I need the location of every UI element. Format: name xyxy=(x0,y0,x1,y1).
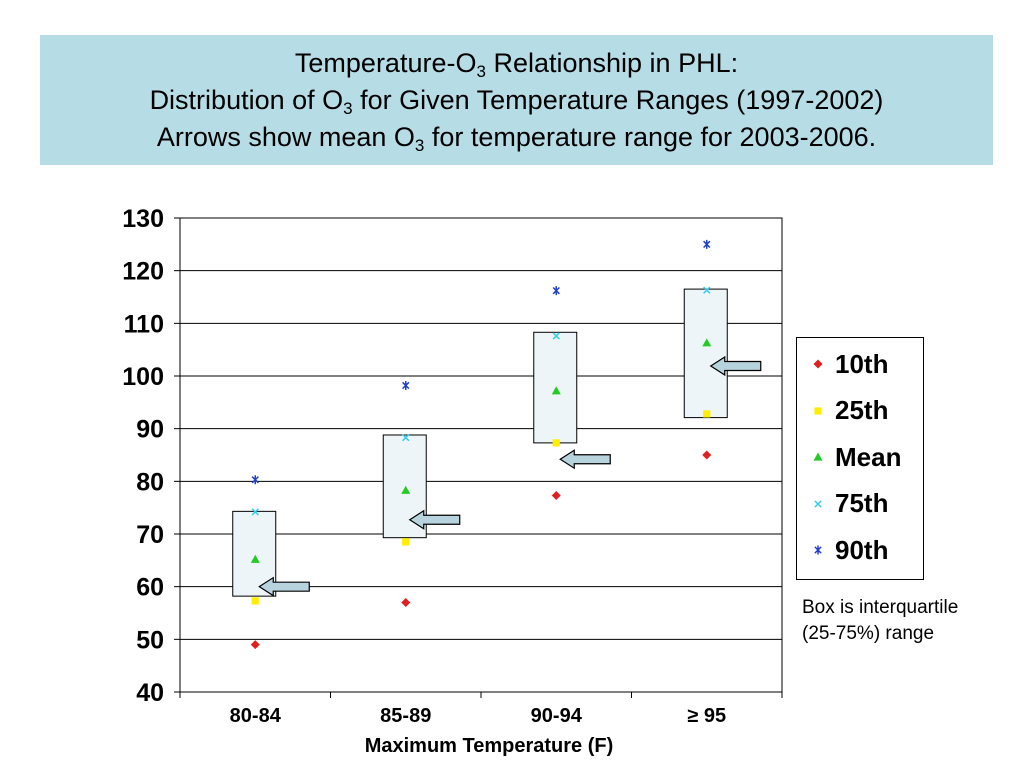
plot-area xyxy=(179,217,783,693)
legend-marker-mean xyxy=(813,452,823,461)
point-90th xyxy=(703,239,711,249)
point-10th xyxy=(250,640,260,650)
legend-item-mean: Mean xyxy=(797,437,901,477)
y-tick-label: 120 xyxy=(122,258,164,286)
title-line-2-pre: Distribution of O xyxy=(149,84,344,115)
title-line-3-post: for temperature range for 2003-2006. xyxy=(424,121,877,152)
legend-item-25th: 25th xyxy=(797,391,888,431)
point-10th xyxy=(401,597,411,607)
legend-item-10th: 10th xyxy=(797,344,888,384)
x-axis-title: Maximum Temperature (F) xyxy=(365,735,614,757)
y-tick-label: 100 xyxy=(122,363,164,391)
point-25th xyxy=(703,410,711,418)
point-mean xyxy=(551,386,561,395)
title-line-1: Temperature-O3 Relationship in PHL: xyxy=(295,45,738,82)
title-line-3-sub: 3 xyxy=(414,135,425,155)
y-tick-label: 90 xyxy=(136,416,164,444)
title-box: Temperature-O3 Relationship in PHL: Dist… xyxy=(40,35,993,165)
legend-marker-shape xyxy=(813,452,823,461)
point-75th xyxy=(251,508,259,516)
mean-arrow-2003-2006 xyxy=(559,449,611,470)
point-mean xyxy=(702,338,712,347)
title-line-1-pre: Temperature-O xyxy=(294,47,477,78)
title-line-2-post: for Given Temperature Ranges (1997-2002) xyxy=(352,84,884,115)
y-tick-label: 70 xyxy=(136,521,164,549)
point-25th xyxy=(251,597,259,605)
y-tick-label: 40 xyxy=(136,679,164,707)
legend-marker-shape xyxy=(814,499,822,508)
title-line-3-pre: Arrows show mean O xyxy=(156,121,415,152)
mean-arrow-2003-2006 xyxy=(408,509,461,530)
point-75th xyxy=(703,286,711,294)
legend-label: 75th xyxy=(835,488,889,518)
y-tick-label: 80 xyxy=(136,468,164,496)
legend-label: 90th xyxy=(835,534,889,565)
point-25th xyxy=(402,538,410,546)
point-mean xyxy=(250,554,260,563)
y-tick-label: 110 xyxy=(124,310,164,338)
iqr-box xyxy=(533,331,578,444)
y-tick-label: 50 xyxy=(136,626,164,654)
legend-marker-90th xyxy=(814,545,822,555)
legend-marker-shape xyxy=(814,406,822,415)
y-tick-label: 60 xyxy=(136,574,164,602)
point-10th xyxy=(702,450,712,460)
point-10th xyxy=(551,491,561,501)
point-90th xyxy=(552,286,560,296)
box-note-line-2: (25-75%) range xyxy=(802,623,935,644)
box-note: Box is interquartile (25-75%) range xyxy=(802,595,958,647)
legend-marker-25th xyxy=(814,406,822,415)
legend-marker-shape xyxy=(813,359,823,369)
point-75th xyxy=(552,332,560,340)
point-mean xyxy=(401,485,411,494)
x-tick-label: ≥ 95 xyxy=(687,705,726,727)
legend-item-90th: 90th xyxy=(797,530,888,570)
legend-marker-10th xyxy=(813,359,823,369)
mean-arrow-2003-2006 xyxy=(258,576,310,597)
x-tick-label: 80-84 xyxy=(230,705,282,727)
title-line-3: Arrows show mean O3 for temperature rang… xyxy=(157,119,876,156)
legend-marker-shape xyxy=(814,545,822,555)
legend-label: 10th xyxy=(835,348,889,379)
point-25th xyxy=(552,439,560,447)
point-75th xyxy=(402,433,410,442)
iqr-box xyxy=(683,288,728,419)
title-line-1-post: Relationship in PHL: xyxy=(485,47,739,78)
y-tick-label: 130 xyxy=(122,205,164,233)
point-90th xyxy=(251,475,259,485)
legend-marker-75th xyxy=(814,499,822,508)
title-line-1-sub: 3 xyxy=(476,61,486,81)
legend-label: Mean xyxy=(835,441,902,472)
title-line-2: Distribution of O3 for Given Temperature… xyxy=(150,82,884,119)
legend-item-75th: 75th xyxy=(797,484,888,524)
chart-legend: 10th 25th Mean 75th 90th xyxy=(796,337,924,580)
box-note-line-1: Box is interquartile xyxy=(802,597,959,618)
mean-arrow-2003-2006 xyxy=(709,355,762,377)
legend-label: 25th xyxy=(835,395,889,425)
point-90th xyxy=(402,380,410,390)
title-line-2-sub: 3 xyxy=(343,98,353,118)
x-tick-label: 90-94 xyxy=(531,705,583,727)
x-tick-label: 85-89 xyxy=(380,705,431,727)
